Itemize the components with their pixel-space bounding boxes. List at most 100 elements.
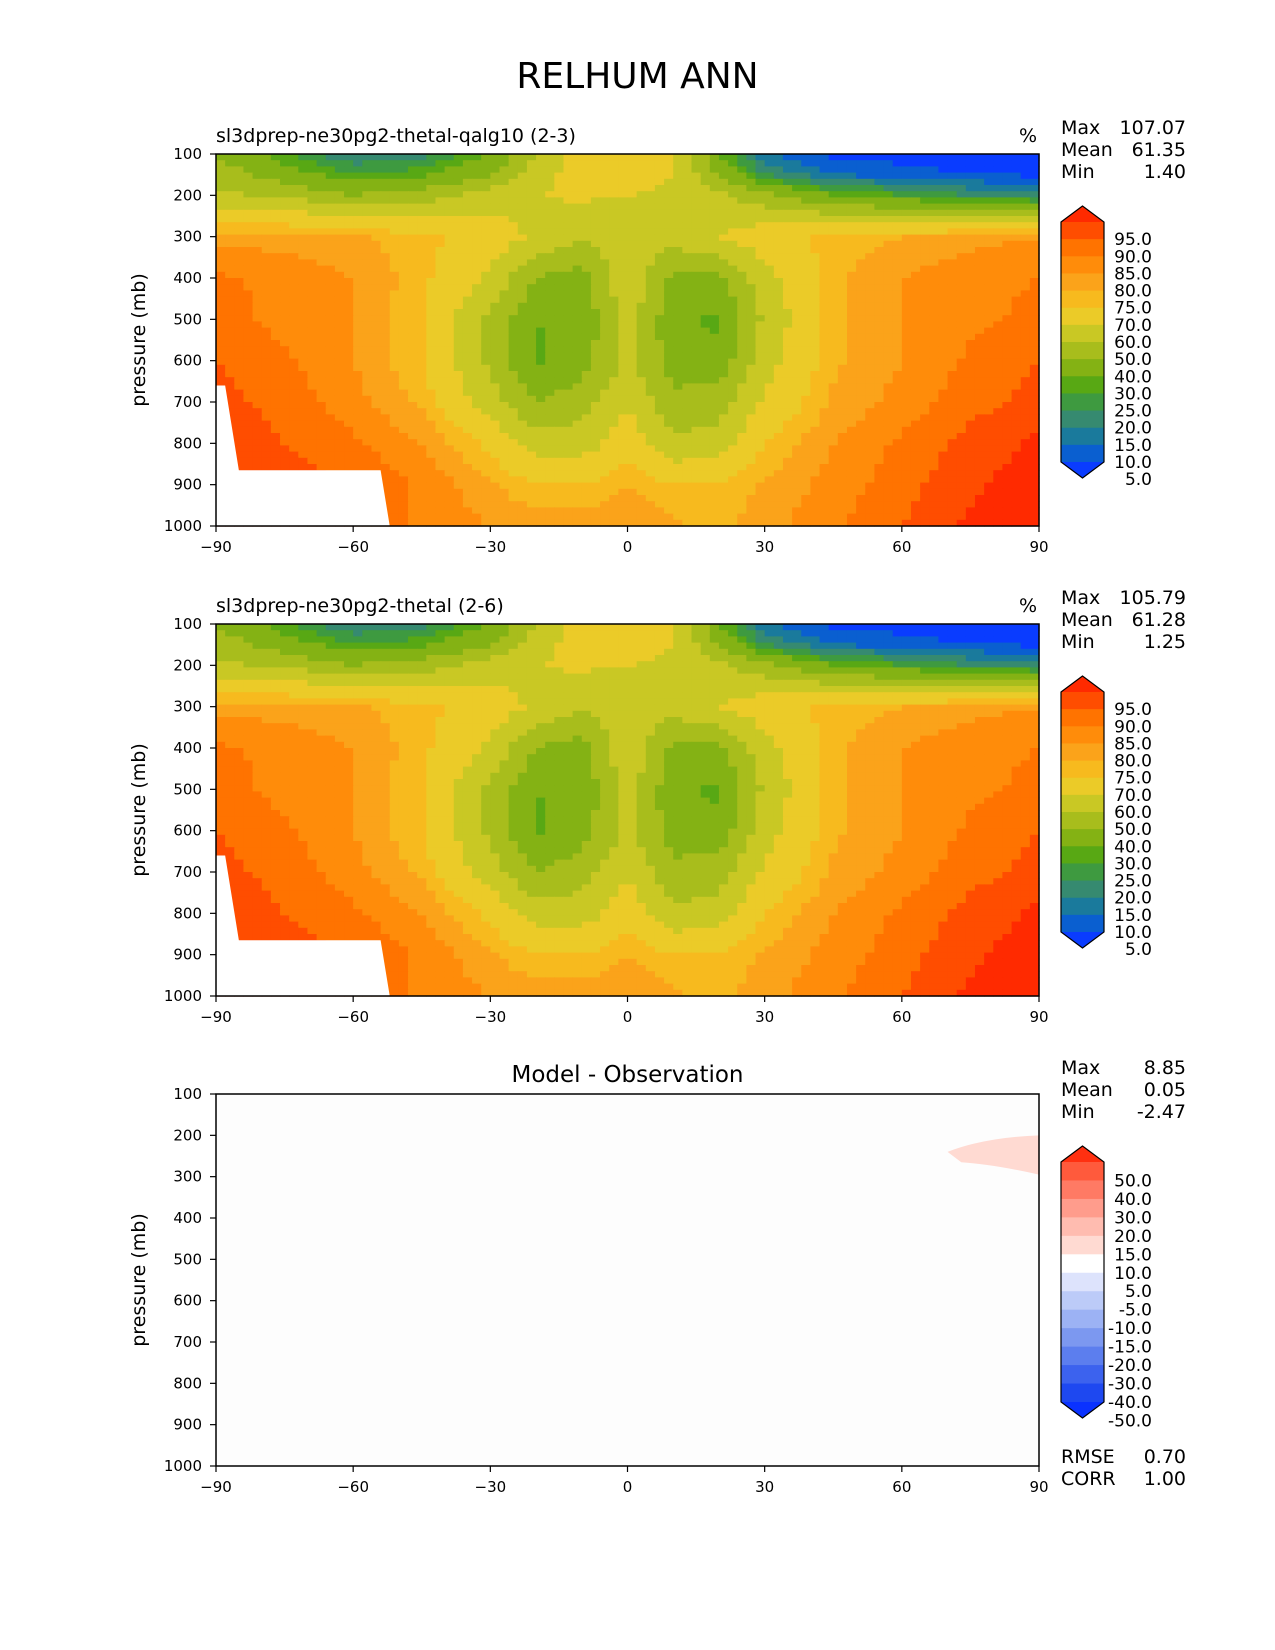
field-cell xyxy=(417,197,427,205)
field-cell xyxy=(920,166,930,174)
field-cell xyxy=(691,154,702,161)
field-cell xyxy=(673,445,683,453)
field-cell xyxy=(408,445,418,453)
field-cell xyxy=(554,414,565,422)
field-cell xyxy=(828,445,839,453)
field-cell xyxy=(280,197,290,205)
field-cell xyxy=(700,185,711,192)
field-cell xyxy=(938,247,949,254)
field-cell xyxy=(874,160,885,167)
field-cell xyxy=(600,383,610,391)
field-cell xyxy=(280,377,290,384)
field-cell xyxy=(261,333,272,341)
field-cell xyxy=(371,309,382,316)
field-cell xyxy=(609,259,619,267)
field-cell xyxy=(819,309,830,316)
field-cell xyxy=(645,346,656,353)
field-cell xyxy=(1002,302,1013,310)
field-cell xyxy=(645,327,656,335)
field-cell xyxy=(709,296,720,304)
field-cell xyxy=(380,296,391,304)
field-cell xyxy=(408,259,418,267)
field-cell xyxy=(517,309,528,316)
field-cell xyxy=(645,389,656,397)
field-cell xyxy=(371,340,382,347)
field-cell xyxy=(472,457,482,465)
field-cell xyxy=(270,408,281,415)
field-cell xyxy=(846,284,857,291)
field-cell xyxy=(618,402,629,409)
field-cell xyxy=(618,408,629,415)
field-cell xyxy=(590,371,601,378)
field-cell xyxy=(252,445,263,453)
field-cell xyxy=(828,451,839,459)
field-cell xyxy=(1011,457,1022,465)
field-cell xyxy=(554,402,565,409)
field-cell xyxy=(325,383,336,391)
field-cell xyxy=(417,247,427,254)
field-cell xyxy=(993,197,1004,205)
field-cell xyxy=(618,476,629,484)
field-cell xyxy=(1011,389,1022,397)
field-cell xyxy=(673,185,683,192)
field-cell xyxy=(417,470,427,477)
field-cell xyxy=(782,222,793,229)
field-cell xyxy=(892,346,903,353)
field-cell xyxy=(298,296,309,304)
field-cell xyxy=(325,327,336,335)
field-cell xyxy=(737,470,747,477)
field-cell xyxy=(718,445,729,453)
field-cell xyxy=(572,315,583,322)
field-cell xyxy=(956,414,967,422)
field-cell xyxy=(289,426,299,434)
field-cell xyxy=(883,216,894,223)
field-cell xyxy=(956,420,967,428)
field-cell xyxy=(280,166,290,174)
field-cell xyxy=(435,209,446,217)
field-cell xyxy=(462,383,473,391)
field-cell xyxy=(252,346,263,353)
field-cell xyxy=(755,278,766,285)
field-cell xyxy=(764,309,775,316)
field-cell xyxy=(947,178,958,186)
field-cell xyxy=(316,445,327,453)
field-cell xyxy=(673,234,683,242)
field-cell xyxy=(490,327,501,335)
field-cell xyxy=(636,451,647,459)
field-cell xyxy=(1020,197,1031,205)
field-cell xyxy=(819,327,830,335)
field-cell xyxy=(654,166,665,174)
field-cell xyxy=(654,451,665,459)
field-cell xyxy=(819,185,830,192)
field-cell xyxy=(563,265,574,273)
field-cell xyxy=(371,327,382,335)
field-cell xyxy=(782,172,793,180)
field-cell xyxy=(901,309,912,316)
field-cell xyxy=(545,197,555,205)
field-cell xyxy=(965,420,976,428)
field-cell xyxy=(334,426,345,434)
field-cell xyxy=(700,209,711,217)
field-cell xyxy=(755,433,766,440)
field-cell xyxy=(270,439,281,446)
field-cell xyxy=(865,315,875,322)
field-cell xyxy=(243,445,254,453)
field-cell xyxy=(307,271,318,279)
field-cell xyxy=(426,451,437,459)
field-cell xyxy=(380,451,391,459)
field-cell xyxy=(984,296,994,304)
field-cell xyxy=(792,395,802,403)
field-cell xyxy=(453,185,464,192)
field-cell xyxy=(234,172,245,180)
field-cell xyxy=(984,488,994,496)
field-cell xyxy=(252,290,263,298)
field-cell xyxy=(334,309,345,316)
field-cell xyxy=(764,476,775,484)
field-cell xyxy=(810,247,821,254)
field-cell xyxy=(344,445,354,453)
field-cell xyxy=(590,271,601,279)
field-cell xyxy=(481,346,491,353)
field-cell xyxy=(261,457,272,465)
field-cell xyxy=(1002,160,1013,167)
field-cell xyxy=(581,178,592,186)
